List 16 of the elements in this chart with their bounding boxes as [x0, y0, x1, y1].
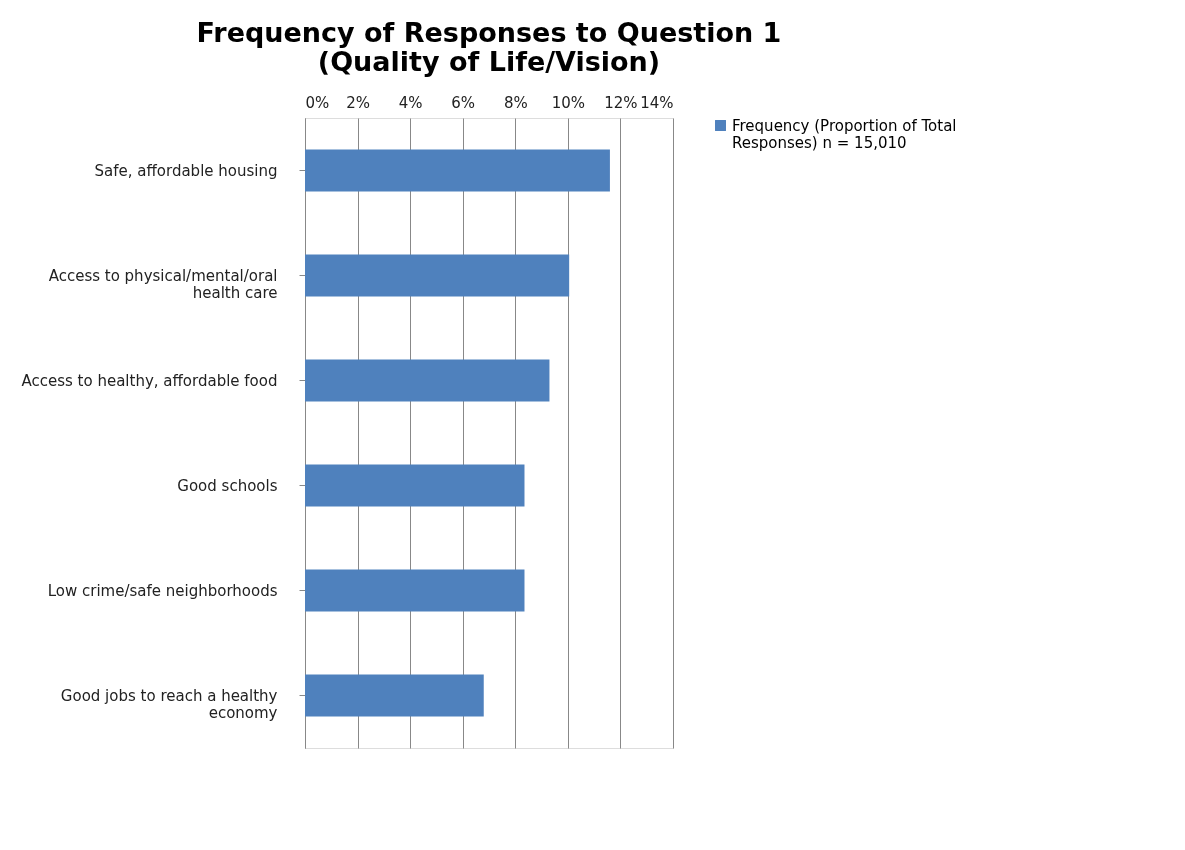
x-tick-label: 14% [640, 93, 674, 112]
y-tick-label: Low crime/safe neighborhoods [47, 581, 278, 600]
x-tick-label: 2% [346, 93, 370, 112]
y-tick-label: Good schools [177, 476, 278, 495]
chart-title: Frequency of Responses to Question 1 (Quality of Life/Vision) [196, 17, 782, 77]
y-tick-label: Access to physical/mental/oral health care [48, 266, 278, 302]
y-tick-label: Access to healthy, affordable food [21, 371, 278, 390]
x-tick-label: 8% [503, 93, 528, 112]
y-tick-label: Good jobs to reach a healthy economy [60, 686, 278, 722]
x-tick-label: 0% [305, 93, 330, 112]
x-tick-label: 10% [551, 93, 586, 112]
x-tick-label: 4% [398, 93, 423, 112]
legend-label: Frequency (Proportion of Total Responses) n = 15,010 [732, 116, 957, 152]
y-tick-label: Safe, affordable housing [94, 161, 278, 180]
x-tick-label: 6% [451, 93, 476, 112]
x-tick-label: 12% [604, 93, 638, 112]
